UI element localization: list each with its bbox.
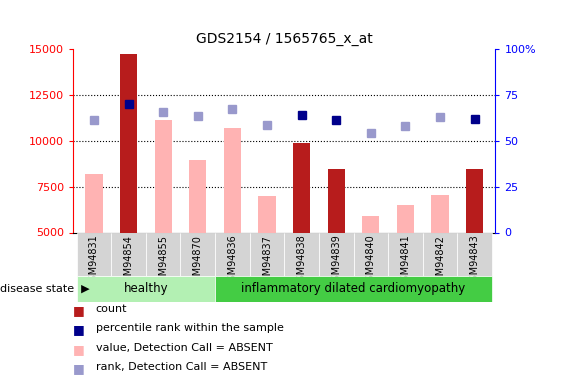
Text: GSM94842: GSM94842 (435, 235, 445, 288)
Text: value, Detection Call = ABSENT: value, Detection Call = ABSENT (96, 343, 272, 353)
Bar (457, 232, 492, 276)
Text: GSM94870: GSM94870 (193, 235, 203, 288)
Bar (284, 232, 319, 276)
Text: GSM94839: GSM94839 (331, 235, 341, 287)
Text: GSM94831: GSM94831 (89, 235, 99, 287)
Bar (120, 54, 137, 232)
Bar (319, 232, 354, 276)
Bar (146, 232, 181, 276)
Bar (362, 216, 379, 232)
Text: ■: ■ (73, 362, 85, 375)
Bar (154, 120, 172, 232)
Bar (181, 232, 215, 276)
Text: disease state  ▶: disease state ▶ (0, 284, 90, 294)
Title: GDS2154 / 1565765_x_at: GDS2154 / 1565765_x_at (196, 32, 373, 46)
Text: GSM94840: GSM94840 (366, 235, 376, 287)
Bar (189, 160, 207, 232)
Bar (354, 232, 388, 276)
Bar (224, 128, 241, 232)
Text: GSM94837: GSM94837 (262, 235, 272, 288)
Bar (86, 174, 102, 232)
Bar (423, 232, 457, 276)
Text: ■: ■ (73, 304, 85, 317)
Bar (466, 169, 483, 232)
Bar (77, 276, 215, 302)
Bar (250, 232, 284, 276)
Text: GSM94838: GSM94838 (297, 235, 307, 287)
Text: ■: ■ (73, 323, 85, 336)
Text: GSM94854: GSM94854 (123, 235, 133, 288)
Text: GSM94843: GSM94843 (470, 235, 480, 287)
Bar (77, 232, 111, 276)
Bar (258, 196, 276, 232)
Text: GSM94841: GSM94841 (400, 235, 410, 287)
Text: healthy: healthy (123, 282, 168, 295)
Bar (215, 232, 250, 276)
Bar (397, 205, 414, 232)
Bar (111, 232, 146, 276)
Text: GSM94836: GSM94836 (227, 235, 238, 287)
Text: count: count (96, 304, 127, 314)
Bar (328, 169, 345, 232)
Text: rank, Detection Call = ABSENT: rank, Detection Call = ABSENT (96, 362, 267, 372)
Text: ■: ■ (73, 343, 85, 356)
Bar (431, 195, 449, 232)
Bar (215, 276, 492, 302)
Bar (388, 232, 423, 276)
Bar (293, 143, 310, 232)
Text: inflammatory dilated cardiomyopathy: inflammatory dilated cardiomyopathy (242, 282, 466, 295)
Text: percentile rank within the sample: percentile rank within the sample (96, 323, 284, 333)
Text: GSM94855: GSM94855 (158, 235, 168, 288)
